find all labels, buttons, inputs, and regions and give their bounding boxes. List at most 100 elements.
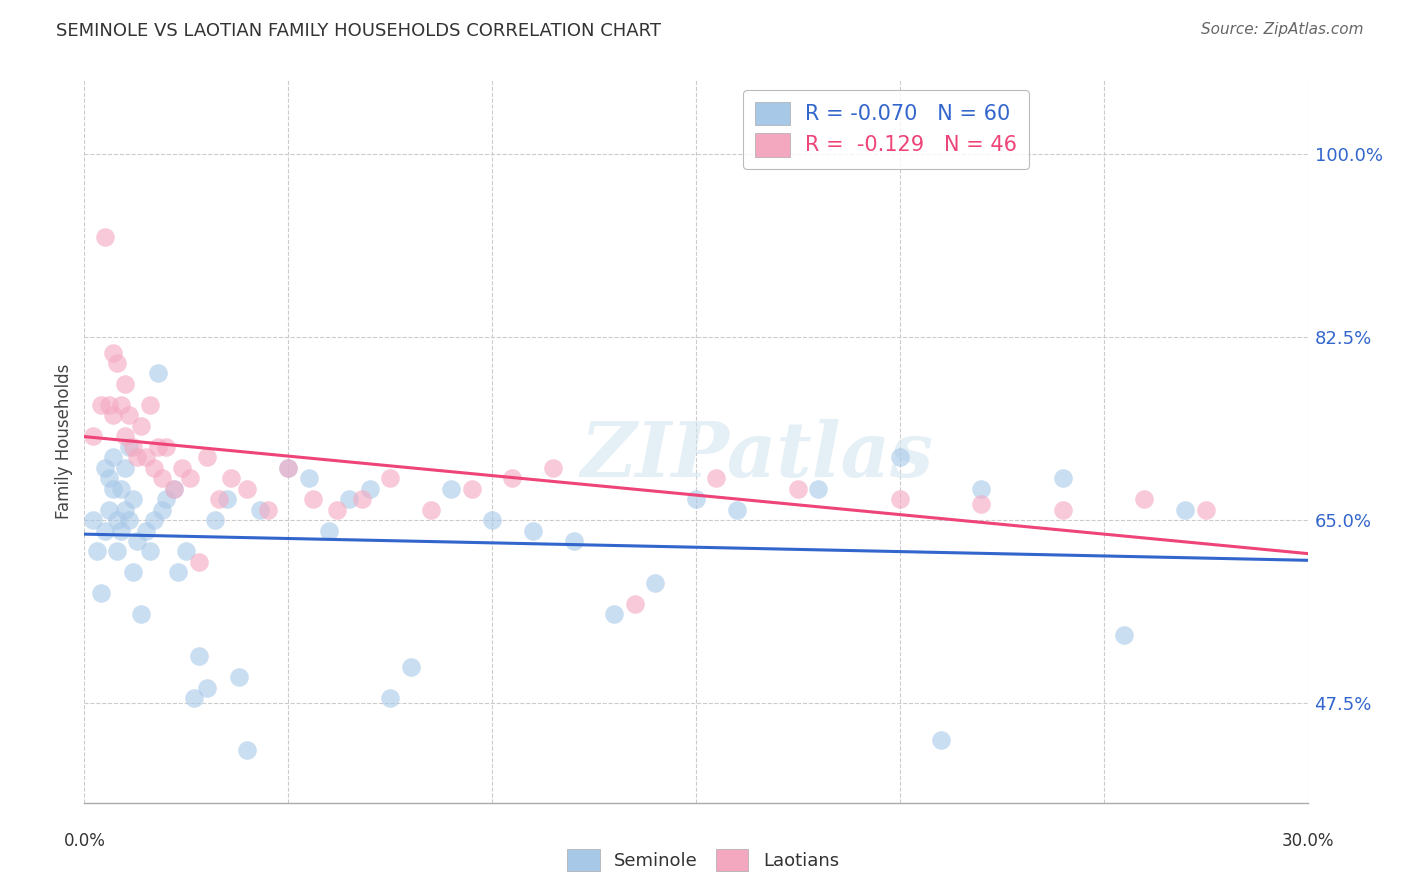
- Point: [298, 471, 321, 485]
- Point: [101, 482, 124, 496]
- Point: [481, 513, 503, 527]
- Point: [131, 418, 153, 433]
- Point: [1114, 628, 1136, 642]
- Point: [93, 524, 115, 538]
- Point: [172, 460, 194, 475]
- Point: [970, 482, 993, 496]
- Point: [228, 670, 250, 684]
- Point: [150, 471, 173, 485]
- Point: [114, 502, 136, 516]
- Point: [90, 398, 112, 412]
- Point: [380, 471, 402, 485]
- Point: [706, 471, 728, 485]
- Point: [787, 482, 810, 496]
- Point: [150, 502, 173, 516]
- Point: [350, 492, 373, 507]
- Point: [502, 471, 524, 485]
- Point: [146, 440, 169, 454]
- Point: [217, 492, 239, 507]
- Point: [461, 482, 484, 496]
- Point: [562, 534, 585, 549]
- Point: [93, 460, 115, 475]
- Point: [725, 502, 748, 516]
- Point: [339, 492, 361, 507]
- Point: [301, 492, 323, 507]
- Point: [114, 460, 136, 475]
- Point: [249, 502, 271, 516]
- Point: [86, 544, 108, 558]
- Point: [110, 482, 132, 496]
- Text: 0.0%: 0.0%: [63, 832, 105, 850]
- Point: [889, 492, 911, 507]
- Point: [318, 524, 340, 538]
- Point: [90, 586, 112, 600]
- Point: [522, 524, 544, 538]
- Point: [1195, 502, 1218, 516]
- Point: [138, 544, 160, 558]
- Y-axis label: Family Households: Family Households: [55, 364, 73, 519]
- Point: [183, 691, 205, 706]
- Point: [195, 450, 218, 465]
- Point: [142, 460, 165, 475]
- Point: [114, 429, 136, 443]
- Point: [277, 460, 299, 475]
- Point: [131, 607, 153, 622]
- Point: [105, 356, 128, 370]
- Point: [970, 497, 993, 511]
- Point: [82, 513, 104, 527]
- Point: [122, 492, 145, 507]
- Point: [195, 681, 218, 695]
- Point: [174, 544, 197, 558]
- Point: [807, 482, 830, 496]
- Point: [420, 502, 443, 516]
- Point: [440, 482, 463, 496]
- Point: [138, 398, 160, 412]
- Point: [118, 513, 141, 527]
- Point: [118, 440, 141, 454]
- Point: [146, 367, 169, 381]
- Point: [163, 482, 186, 496]
- Point: [236, 482, 259, 496]
- Point: [101, 409, 124, 423]
- Point: [155, 492, 177, 507]
- Point: [135, 524, 157, 538]
- Point: [929, 733, 952, 747]
- Point: [93, 230, 115, 244]
- Point: [257, 502, 280, 516]
- Point: [127, 450, 149, 465]
- Point: [1052, 471, 1074, 485]
- Point: [187, 555, 209, 569]
- Point: [219, 471, 242, 485]
- Point: [135, 450, 157, 465]
- Point: [110, 524, 132, 538]
- Point: [208, 492, 231, 507]
- Point: [326, 502, 349, 516]
- Text: 30.0%: 30.0%: [1281, 832, 1334, 850]
- Point: [122, 440, 145, 454]
- Point: [1174, 502, 1197, 516]
- Point: [359, 482, 381, 496]
- Point: [603, 607, 626, 622]
- Point: [644, 575, 666, 590]
- Point: [163, 482, 186, 496]
- Point: [97, 471, 120, 485]
- Point: [82, 429, 104, 443]
- Text: ZIPatlas: ZIPatlas: [581, 419, 934, 493]
- Point: [1052, 502, 1074, 516]
- Legend: Seminole, Laotians: Seminole, Laotians: [560, 842, 846, 879]
- Point: [277, 460, 299, 475]
- Point: [142, 513, 165, 527]
- Legend: R = -0.070   N = 60, R =  -0.129   N = 46: R = -0.070 N = 60, R = -0.129 N = 46: [742, 90, 1029, 169]
- Point: [236, 743, 259, 757]
- Point: [118, 409, 141, 423]
- Point: [204, 513, 226, 527]
- Point: [97, 502, 120, 516]
- Point: [122, 566, 145, 580]
- Point: [167, 566, 190, 580]
- Point: [889, 450, 911, 465]
- Point: [105, 513, 128, 527]
- Point: [127, 534, 149, 549]
- Point: [105, 544, 128, 558]
- Point: [399, 659, 422, 673]
- Point: [101, 450, 124, 465]
